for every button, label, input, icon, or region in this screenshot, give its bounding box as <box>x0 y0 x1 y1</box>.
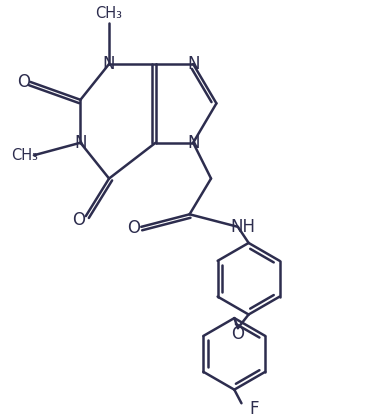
Text: NH: NH <box>231 218 256 236</box>
Text: CH₃: CH₃ <box>96 6 122 21</box>
Text: N: N <box>74 134 87 152</box>
Text: N: N <box>103 55 115 73</box>
Text: O: O <box>72 211 85 229</box>
Text: O: O <box>17 73 30 91</box>
Text: O: O <box>231 325 244 343</box>
Text: N: N <box>187 134 199 152</box>
Text: N: N <box>187 55 199 73</box>
Text: F: F <box>249 400 259 418</box>
Text: O: O <box>128 219 141 237</box>
Text: CH₃: CH₃ <box>12 148 38 163</box>
